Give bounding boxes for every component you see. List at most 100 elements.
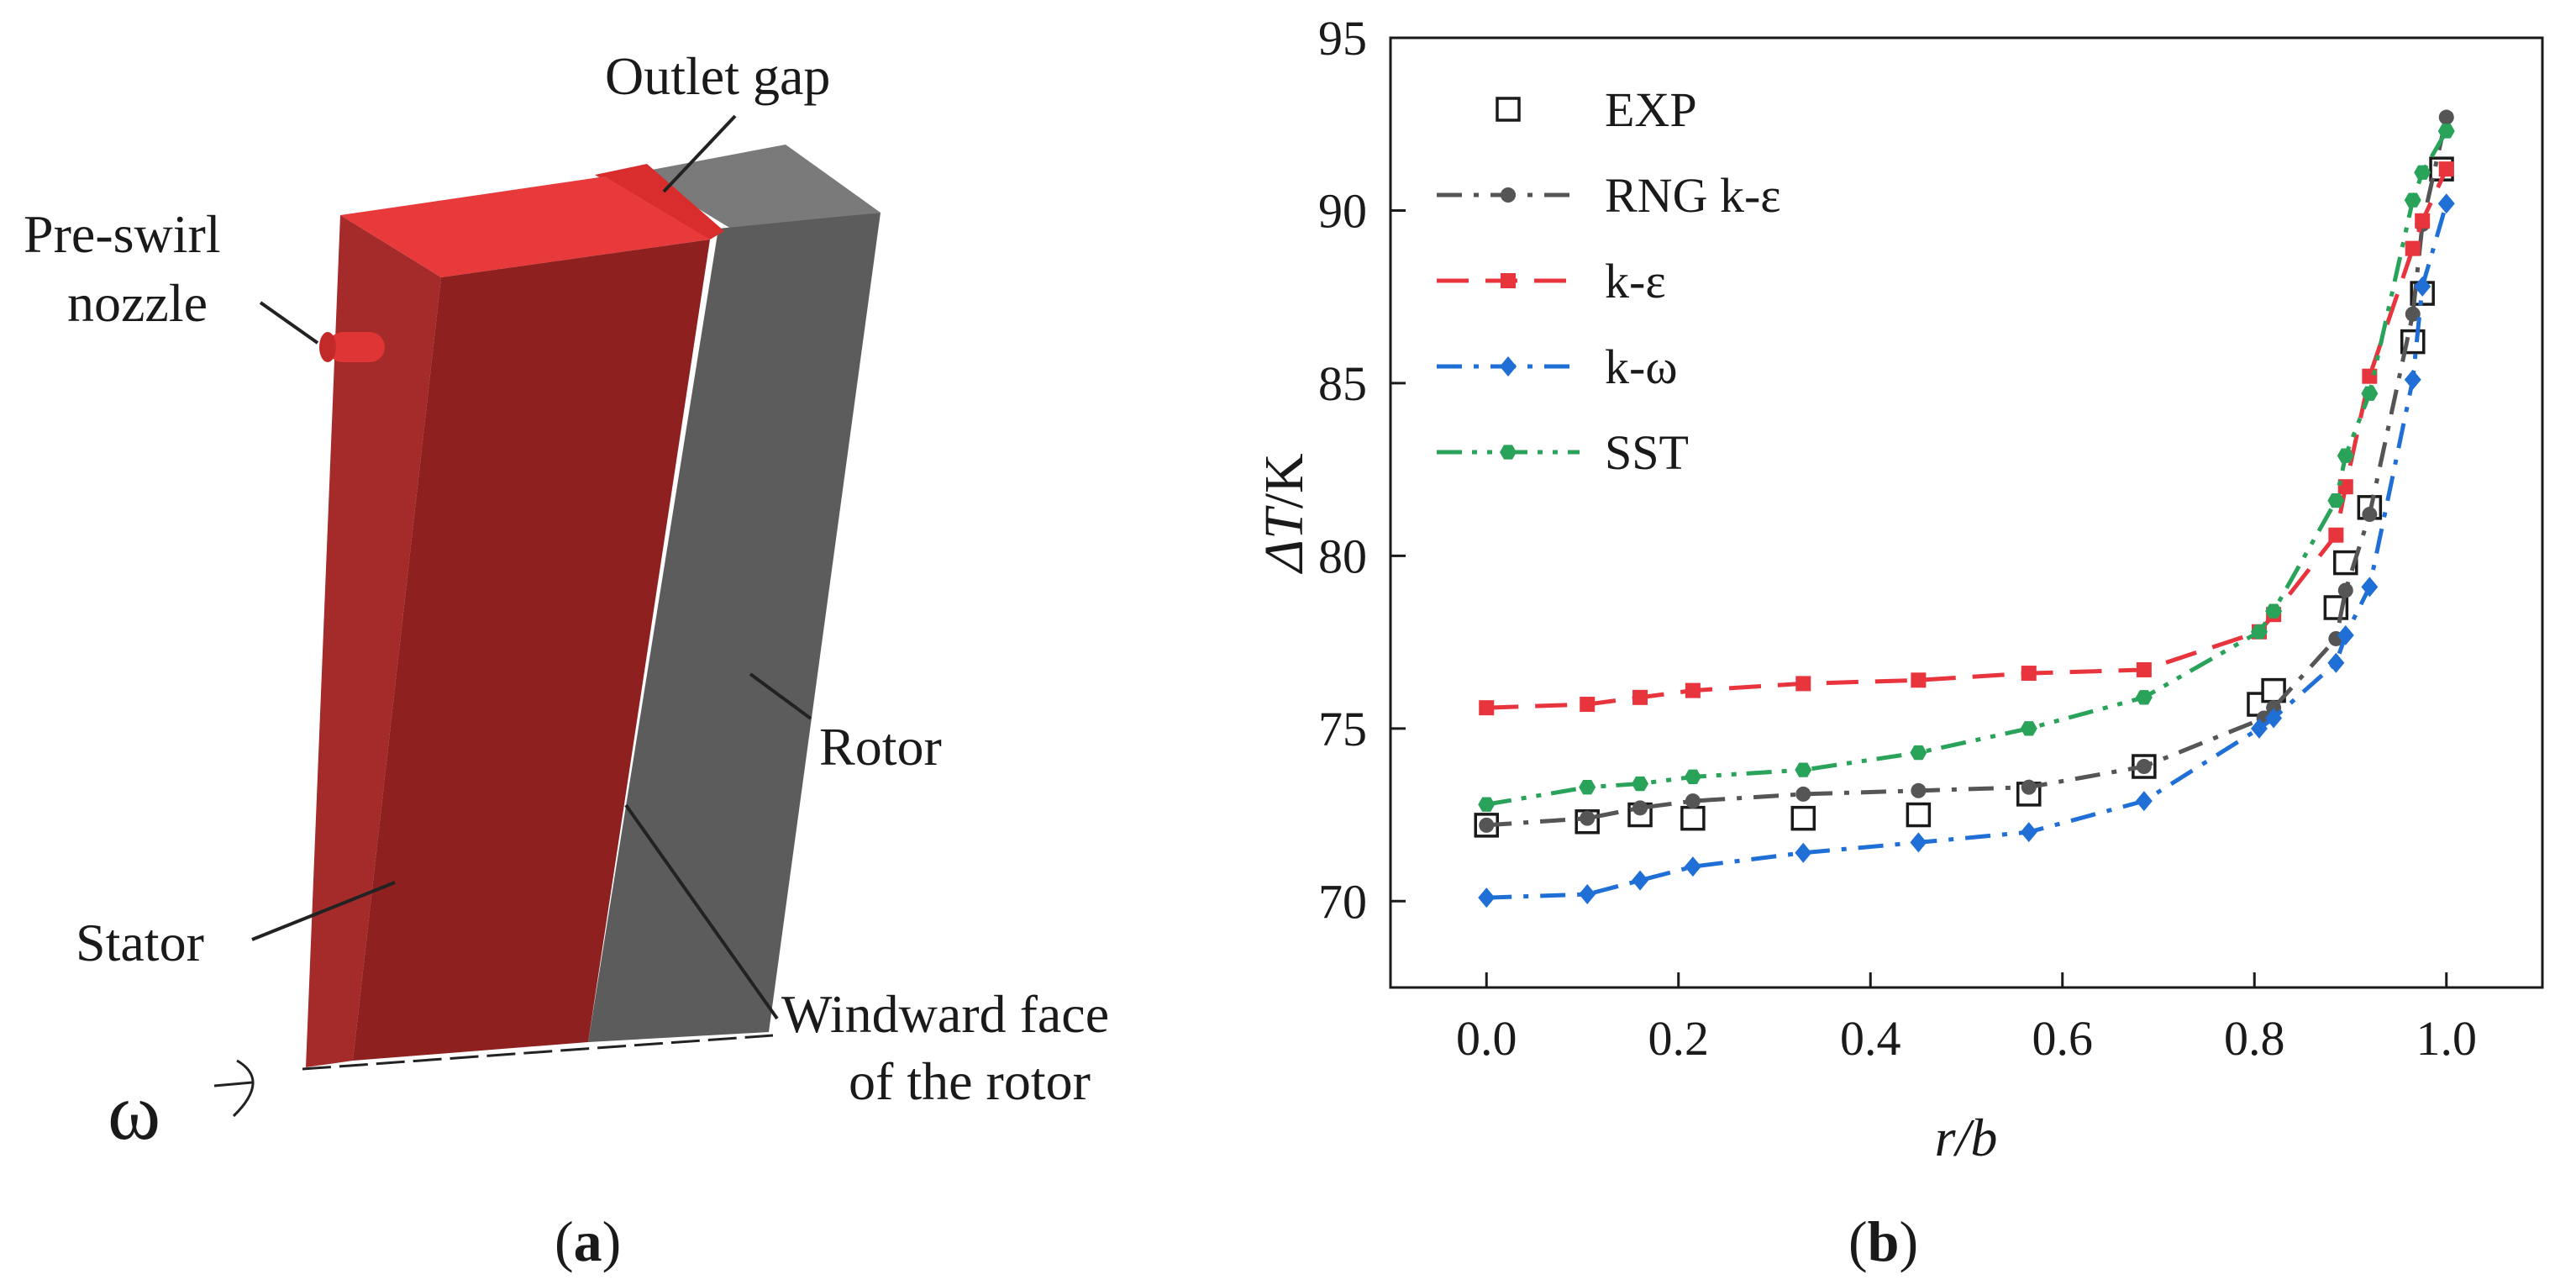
data-point — [1684, 856, 1701, 877]
stator-top-face — [340, 176, 710, 277]
x-tick-label: 0.6 — [2032, 1011, 2094, 1066]
label-stator: Stator — [76, 913, 204, 972]
label-windward-2: of the rotor — [849, 1051, 1091, 1111]
data-point — [2405, 240, 2421, 256]
data-point — [1790, 805, 1816, 831]
label-windward-1: Windward face — [781, 984, 1109, 1044]
data-point — [1478, 797, 1496, 812]
label-pre-swirl-2: nozzle — [67, 273, 208, 333]
legend-marker — [1501, 187, 1516, 203]
legend-item-2: k-ε — [1437, 254, 1666, 308]
data-point — [2265, 603, 2283, 619]
data-point — [1479, 700, 1495, 716]
data-point — [2404, 192, 2421, 208]
data-point — [1684, 769, 1701, 785]
series-line-1 — [1486, 116, 2449, 828]
data-point — [1685, 793, 1701, 809]
series-2 — [1479, 161, 2454, 716]
legend-item-4: SST — [1437, 425, 1689, 480]
leader-outlet-gap — [662, 114, 737, 193]
legend-label: k-ω — [1605, 340, 1678, 394]
legend-marker — [1500, 445, 1517, 460]
panel-a-schematic: Outlet gap Pre-swirl nozzle Rotor Stator… — [24, 46, 1109, 1156]
y-tick-label: 85 — [1318, 356, 1367, 411]
data-point — [2136, 759, 2152, 775]
plot-frame — [1389, 36, 2544, 989]
data-point — [2415, 213, 2431, 229]
stator-side-face — [306, 215, 441, 1067]
data-point — [2337, 582, 2353, 598]
x-axis-ticks: 0.0 0.2 0.4 0.6 0.8 1.0 — [1456, 972, 2477, 1066]
label-rotor: Rotor — [819, 717, 942, 777]
series-layer — [1474, 109, 2455, 908]
x-tick-label: 0.4 — [1840, 1011, 1901, 1066]
data-point — [2328, 527, 2344, 543]
series-4 — [1478, 124, 2455, 812]
legend: EXP RNG k-ε k-ε k-ω SST — [1437, 82, 1781, 480]
data-point — [2250, 718, 2268, 739]
y-tick-label: 95 — [1318, 11, 1367, 66]
data-point — [1580, 810, 1596, 826]
data-point — [2250, 624, 2268, 640]
data-point — [2327, 492, 2345, 508]
data-point — [2414, 165, 2431, 180]
data-point — [2337, 448, 2354, 463]
data-point — [1795, 676, 1811, 692]
data-point — [1795, 786, 1811, 802]
rotation-arrow-arc — [232, 1059, 255, 1118]
y-axis-title: ΔT/K — [1254, 453, 1315, 574]
x-tick-label: 0.8 — [2224, 1011, 2285, 1066]
data-point — [2135, 690, 2153, 705]
legend-label: SST — [1605, 425, 1689, 480]
label-pre-swirl-1: Pre-swirl — [24, 204, 221, 264]
x-tick-label: 0.0 — [1456, 1011, 1517, 1066]
legend-marker — [1500, 356, 1517, 377]
data-point — [1579, 884, 1596, 905]
data-point — [2437, 124, 2455, 139]
data-point — [2266, 700, 2282, 716]
x-tick-label: 1.0 — [2416, 1011, 2478, 1066]
rotor-top-face — [639, 145, 881, 229]
data-point — [1632, 776, 1649, 792]
data-point — [2135, 791, 2153, 812]
data-point — [1906, 802, 1932, 828]
y-tick-label: 80 — [1318, 529, 1367, 583]
data-point — [1478, 887, 1496, 908]
legend-label: EXP — [1605, 82, 1697, 137]
data-point — [1910, 832, 1927, 853]
stator-front-face — [353, 240, 710, 1061]
data-point — [1685, 682, 1701, 698]
data-point — [2362, 507, 2378, 523]
data-point — [2136, 661, 2152, 677]
data-point — [2437, 193, 2455, 214]
data-point — [2327, 652, 2345, 673]
rotor-front-face — [588, 213, 881, 1042]
leader-pre-swirl — [259, 301, 319, 345]
data-point — [1479, 817, 1495, 833]
data-point — [1795, 842, 1812, 863]
x-tick-label: 0.2 — [1648, 1011, 1710, 1066]
x-axis-title: r/b — [1935, 1108, 1998, 1167]
data-point — [2021, 779, 2037, 795]
data-point — [2337, 624, 2354, 645]
y-tick-label: 70 — [1318, 874, 1367, 929]
data-point — [2265, 708, 2283, 729]
data-point — [1911, 782, 1927, 798]
legend-item-1: RNG k-ε — [1437, 168, 1781, 223]
legend-item-3: k-ω — [1437, 340, 1678, 394]
data-point — [1795, 762, 1812, 777]
caption-a: (a) — [555, 1209, 621, 1273]
data-point — [1579, 780, 1596, 795]
legend-label: k-ε — [1605, 254, 1666, 308]
rotation-axis-line — [302, 1034, 774, 1071]
panel-b-chart: 0.0 0.2 0.4 0.6 0.8 1.0 70 75 80 85 90 95 EXP RNG k… — [1254, 11, 2544, 1167]
data-point — [1580, 697, 1596, 713]
data-point — [1910, 745, 1927, 761]
data-point — [2414, 276, 2431, 297]
leader-rotor — [749, 672, 812, 720]
series-line-2 — [1486, 168, 2449, 710]
outlet-gap-strip — [595, 164, 724, 240]
pre-swirl-nozzle-shape — [319, 332, 385, 362]
legend-marker — [1496, 97, 1521, 122]
